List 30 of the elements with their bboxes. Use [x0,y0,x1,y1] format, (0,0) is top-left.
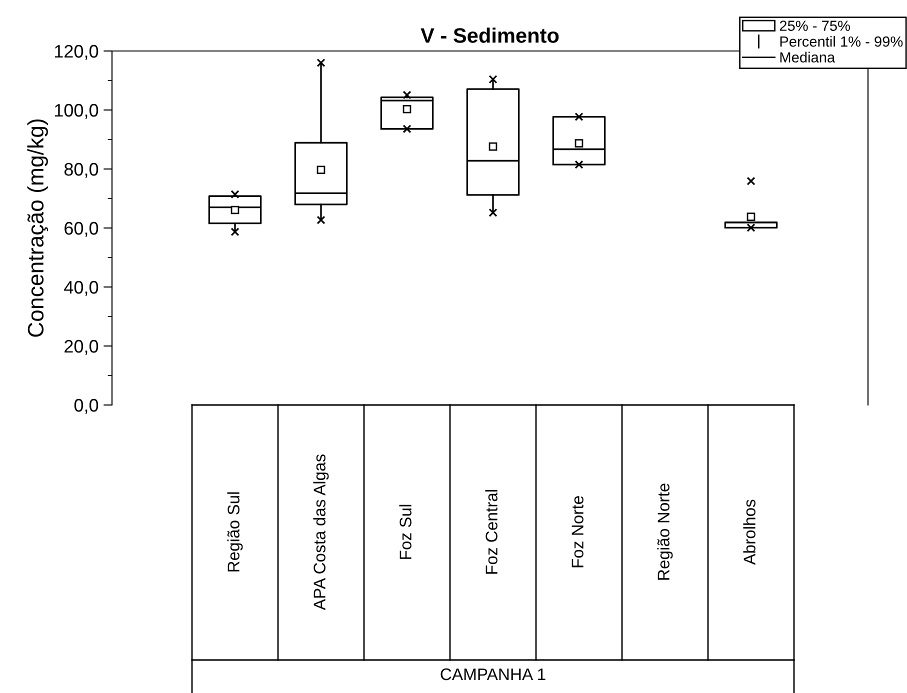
y-tick-label: 80,0 [64,162,98,178]
y-tick-label: 100,0 [55,104,98,119]
x-tick-label: Região Sul [227,492,243,572]
x-axis-title: CAMPANHA 1 [440,668,546,680]
x-tick-label: Abrolhos [743,500,756,565]
point [402,124,412,134]
x-tick-label: Região Norte [657,484,673,580]
point [574,112,584,122]
point [574,160,584,169]
y-tick-label: 120,0 [55,44,98,60]
y-tick-label: 20,0 [64,340,98,355]
point [488,208,498,217]
x-tick-label: APA Costa das Algas [313,454,329,610]
text: 25% - 75% [780,20,850,31]
x-tick-label: Foz Central [485,490,498,574]
y-tick-label: 60,0 [64,222,98,237]
point [316,216,326,224]
x-tick-label: Foz Sul [399,504,412,559]
x-tick-label: Foz Norte [572,496,584,568]
y-tick-label: 40,0 [64,280,98,296]
chart-title: V - Sedimento [420,28,559,43]
point [402,90,412,100]
text: Percentil 1% - 99% [780,36,903,47]
point [230,190,240,199]
y-axis-title: Concentração (mg/kg) [27,119,48,337]
point [230,228,240,236]
point [316,58,326,68]
point [488,75,498,84]
annotation: Mediana [780,52,836,63]
y-tick-label: 0,0 [74,398,98,414]
